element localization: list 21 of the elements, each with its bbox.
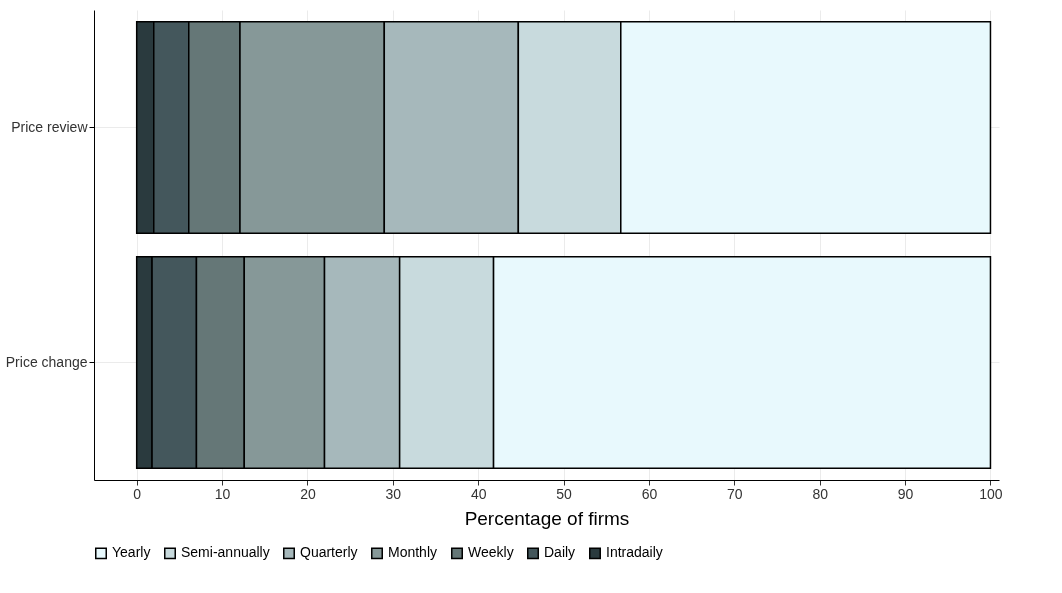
legend-label: Semi-annually [181, 544, 270, 561]
x-axis-title: Percentage of firms [464, 507, 630, 529]
x-tick-label: 40 [470, 485, 487, 502]
legend-label: Monthly [388, 544, 438, 561]
x-tick-label: 60 [641, 485, 658, 502]
x-tick-label: 0 [133, 485, 142, 502]
legend-label: Yearly [112, 544, 151, 561]
legend-label: Weekly [468, 544, 514, 561]
x-tick-label: 20 [300, 485, 316, 502]
x-tick-label: 30 [385, 485, 402, 502]
x-tick-label: 10 [214, 485, 231, 502]
x-tick-label: 100 [979, 485, 1003, 502]
x-tick-label: 90 [897, 485, 914, 502]
x-tick-label: 80 [812, 485, 829, 502]
y-tick-label: Price review [11, 118, 89, 135]
legend-label: Daily [544, 544, 576, 561]
y-tick-label: Price change [5, 353, 88, 370]
legend-label: Quarterly [300, 544, 358, 561]
legend-label: Intradaily [606, 544, 663, 561]
x-tick-label: 70 [727, 485, 743, 502]
x-tick-label: 50 [556, 485, 573, 502]
